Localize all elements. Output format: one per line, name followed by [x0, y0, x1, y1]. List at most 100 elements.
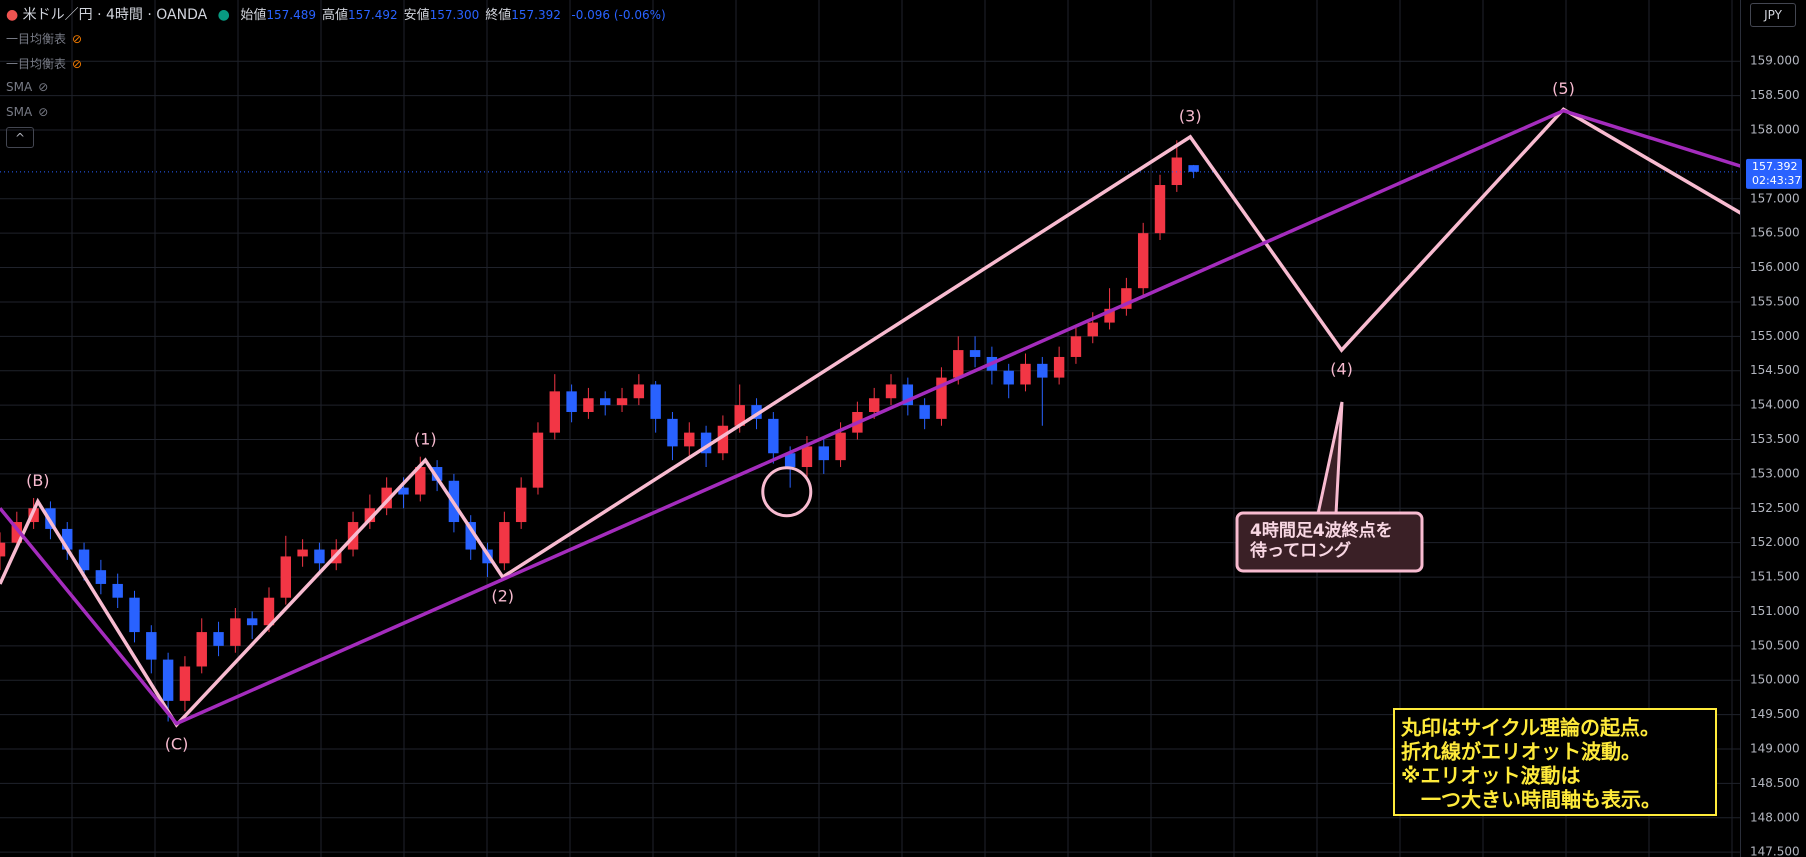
candle-body [112, 583, 123, 598]
candle-body [1087, 322, 1098, 337]
candle-body [230, 618, 241, 646]
candle-body [784, 453, 796, 468]
candle-body [515, 487, 527, 523]
y-tick-label: 154.000 [1750, 398, 1800, 412]
y-tick-label: 147.500 [1750, 845, 1800, 857]
price-axis: 147.500 148.000 148.500 149.000 149.500 150.0… [1740, 0, 1800, 857]
wave-label: (1) [414, 430, 437, 449]
candle-body [700, 432, 712, 454]
indicator[interactable]: SMA ⊘ [6, 80, 48, 94]
candle-body [213, 632, 224, 646]
candle-body [381, 487, 392, 509]
countdown: 02:43:37 [1752, 174, 1801, 187]
indicator[interactable]: SMA ⊘ [6, 105, 48, 119]
candle-body [297, 549, 308, 557]
candle-body [885, 384, 897, 399]
candle-body [246, 618, 258, 626]
flag-icon: ● [6, 7, 19, 23]
candle-body [11, 522, 23, 543]
note-text: 折れ線がエリオット波動。 [1401, 740, 1641, 764]
candle-body [78, 549, 90, 571]
callout-text: 待ってロング [1250, 540, 1351, 561]
indicator-name: 一目均衡表 [6, 57, 67, 71]
wave-label: (5) [1552, 79, 1575, 98]
candle-body [196, 632, 207, 667]
y-tick-label: 148.000 [1750, 810, 1800, 824]
y-tick-label: 158.500 [1750, 88, 1800, 102]
collapse-button[interactable]: ^ [6, 127, 34, 148]
candle-body [734, 405, 745, 426]
candle-body [919, 405, 930, 419]
note-text: ※エリオット波動は [1401, 764, 1580, 788]
candle-body [801, 446, 813, 468]
hidden-icon: ⊘ [72, 57, 83, 71]
change: -0.096 (-0.06%) [571, 8, 666, 22]
candle-body [95, 570, 107, 584]
header: ● 米ドル／円 · 4時間 · OANDA ● 始値157.489 高値157.4… [6, 4, 672, 24]
candle-body [1137, 233, 1149, 289]
y-tick-label: 150.000 [1750, 673, 1800, 687]
candle-body [415, 467, 426, 495]
indicator-name: 一目均衡表 [6, 32, 67, 46]
candle-body [0, 542, 6, 557]
candle-body [1188, 165, 1199, 172]
candle-body [667, 418, 678, 447]
candle-body [1053, 356, 1065, 378]
candle-body [1121, 288, 1132, 309]
candle-body [549, 391, 560, 433]
y-tick-label: 155.000 [1750, 329, 1800, 343]
y-tick-label: 149.500 [1750, 707, 1800, 721]
ohlc-value: 157.392 [511, 8, 561, 22]
candle-body [263, 597, 275, 626]
ohlc-value: 157.300 [429, 8, 480, 22]
callout-pointer [1316, 401, 1344, 515]
currency-button[interactable]: JPY [1750, 3, 1796, 27]
wave-label: (C) [165, 734, 189, 753]
candle-body [583, 398, 594, 412]
symbol-title[interactable]: 米ドル／円 · 4時間 · OANDA [22, 7, 208, 23]
candle-body [1020, 363, 1031, 385]
indicator-name: SMA [6, 105, 33, 119]
candle-body [146, 632, 157, 660]
candle-body [751, 405, 762, 419]
indicator[interactable]: 一目均衡表 ⊘ [6, 55, 82, 72]
note-text: 一つ大きい時間軸も表示。 [1401, 788, 1661, 812]
candle-body [1104, 308, 1115, 323]
candle-body [62, 528, 73, 550]
indicator-name: SMA [6, 80, 33, 94]
candle-body [936, 377, 947, 419]
note-text: 丸印はサイクル理論の起点。 [1400, 716, 1660, 740]
y-tick-label: 153.000 [1750, 466, 1800, 480]
candle-body [600, 398, 611, 406]
candle-body [314, 549, 325, 564]
ohlc-name: 安値 [403, 8, 430, 23]
elliott-wave [0, 108, 1740, 726]
candle-body [616, 398, 628, 406]
y-tick-label: 151.000 [1750, 604, 1800, 618]
hidden-icon: ⊘ [38, 80, 49, 94]
wave-label: (B) [26, 471, 49, 490]
ohlc: 始値157.489 高値157.492 安値157.300 終値157.392 [240, 7, 567, 23]
wave-label: (4) [1330, 360, 1353, 379]
candle-body [162, 659, 174, 701]
candle-body [431, 467, 443, 481]
candle-body [129, 597, 140, 633]
candle-body [953, 350, 964, 378]
y-tick-label: 148.500 [1750, 776, 1800, 790]
wave-label: (3) [1179, 106, 1202, 125]
candle-body [465, 522, 476, 550]
last-price-label: 157.392 [1752, 160, 1798, 173]
ohlc-name: 高値 [321, 8, 348, 23]
candle-body [902, 384, 914, 406]
callout-text: 4時間足4波終点を [1250, 520, 1393, 541]
candle-body [566, 391, 577, 412]
note-box [1393, 708, 1717, 816]
indicator[interactable]: 一目均衡表 ⊘ [6, 30, 82, 47]
y-tick-label: 150.500 [1750, 638, 1800, 652]
ohlc-name: 終値 [485, 8, 512, 23]
candle-body [650, 384, 661, 419]
hidden-icon: ⊘ [72, 32, 83, 46]
y-tick-label: 149.000 [1750, 742, 1800, 756]
candle-body [364, 508, 376, 523]
